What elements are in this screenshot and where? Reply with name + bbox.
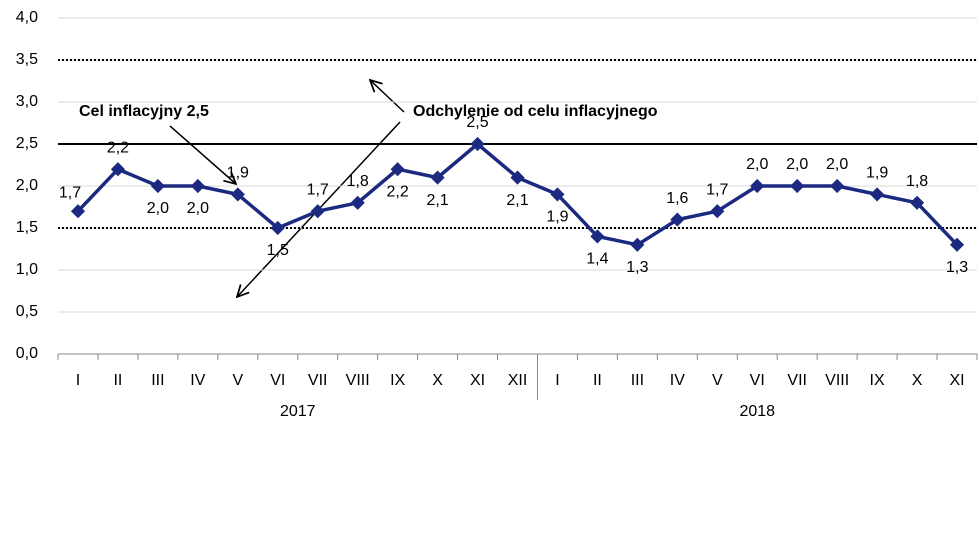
y-tick-label: 3,0 xyxy=(16,93,38,110)
data-label: 1,7 xyxy=(706,181,728,198)
x-tick-label: VII xyxy=(308,372,328,389)
marker xyxy=(150,178,165,194)
x-tick-label: II xyxy=(113,372,122,389)
marker xyxy=(909,195,925,210)
marker xyxy=(710,204,725,219)
y-tick-label: 2,5 xyxy=(16,135,38,152)
marker xyxy=(190,178,205,194)
data-label: 1,7 xyxy=(307,181,329,198)
data-label: 1,8 xyxy=(347,173,369,190)
x-tick-label: V xyxy=(712,372,723,389)
data-label: 1,9 xyxy=(227,165,249,182)
data-label: 1,6 xyxy=(666,190,688,207)
marker xyxy=(790,178,805,194)
x-tick-label: III xyxy=(631,372,644,389)
group-label: 2018 xyxy=(739,403,775,420)
marker xyxy=(270,220,285,236)
group-label: 2017 xyxy=(280,403,316,420)
marker xyxy=(830,178,845,194)
x-tick-label: III xyxy=(151,372,164,389)
x-tick-label: IX xyxy=(870,372,885,389)
x-tick-label: IV xyxy=(670,372,685,389)
x-tick-label: VI xyxy=(270,372,285,389)
y-tick-label: 3,5 xyxy=(16,51,38,68)
data-label: 1,5 xyxy=(267,242,289,259)
x-tick-label: V xyxy=(232,372,243,389)
annotation: Odchylenie od celu inflacyjnego xyxy=(413,103,658,120)
x-tick-label: IX xyxy=(390,372,405,389)
y-tick-label: 2,0 xyxy=(16,177,38,194)
marker xyxy=(949,237,965,252)
data-label: 1,9 xyxy=(866,165,888,182)
data-label: 2,5 xyxy=(466,114,488,131)
y-tick-label: 4,0 xyxy=(16,9,38,26)
data-label: 1,7 xyxy=(59,184,81,201)
data-label: 2,0 xyxy=(826,156,848,173)
y-tick-label: 0,5 xyxy=(16,303,38,320)
data-label: 2,0 xyxy=(187,200,209,217)
data-label: 1,9 xyxy=(546,209,568,226)
marker xyxy=(870,187,885,202)
arrow xyxy=(370,80,405,113)
data-label: 1,8 xyxy=(906,173,928,190)
target-label: Cel inflacyjny 2,5 xyxy=(79,103,209,120)
marker xyxy=(750,178,765,194)
marker xyxy=(310,204,325,219)
x-tick-label: II xyxy=(593,372,602,389)
data-label: 1,3 xyxy=(626,259,648,276)
marker xyxy=(350,195,365,210)
x-tick-label: IV xyxy=(190,372,205,389)
y-tick-label: 1,5 xyxy=(16,219,38,236)
data-label: 2,0 xyxy=(746,156,768,173)
data-label: 1,3 xyxy=(946,259,968,276)
marker xyxy=(630,237,645,252)
data-label: 2,0 xyxy=(147,200,169,217)
y-tick-label: 1,0 xyxy=(16,261,38,278)
x-tick-label: I xyxy=(76,372,80,389)
x-tick-label: VIII xyxy=(346,372,370,389)
marker xyxy=(430,170,445,185)
marker xyxy=(470,136,485,152)
marker xyxy=(230,187,245,202)
data-label: 2,0 xyxy=(786,156,808,173)
data-label: 2,1 xyxy=(426,192,448,209)
data-label: 2,2 xyxy=(387,183,409,200)
x-tick-label: XII xyxy=(508,372,528,389)
x-tick-label: X xyxy=(912,372,923,389)
arrow xyxy=(169,125,236,184)
marker xyxy=(510,170,525,185)
x-tick-label: VII xyxy=(787,372,807,389)
x-tick-label: VIII xyxy=(825,372,849,389)
marker xyxy=(590,229,605,244)
data-label: 2,2 xyxy=(107,139,129,156)
y-tick-label: 0,0 xyxy=(16,345,38,362)
x-tick-label: X xyxy=(432,372,443,389)
data-label: 2,1 xyxy=(506,192,528,209)
x-tick-label: XI xyxy=(949,372,964,389)
x-tick-label: VI xyxy=(750,372,765,389)
x-tick-label: XI xyxy=(470,372,485,389)
marker xyxy=(390,162,405,177)
x-tick-label: I xyxy=(555,372,559,389)
data-label: 1,4 xyxy=(586,251,608,268)
marker xyxy=(550,187,565,202)
marker xyxy=(670,212,685,227)
